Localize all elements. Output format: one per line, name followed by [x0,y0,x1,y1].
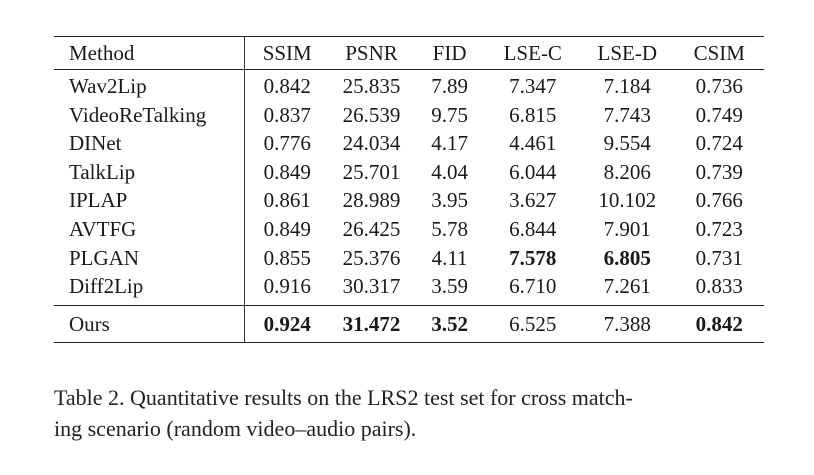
cell-lse-d: 8.206 [603,159,651,184]
cell-ssim: 0.855 [244,243,330,273]
table-row: VideoReTalking 0.837 26.539 9.75 6.815 7… [54,100,764,130]
cell-csim: 0.833 [695,274,743,299]
cell-method: PLGAN [69,245,140,270]
cell-csim: 0.766 [695,188,743,213]
cell-ssim: 0.837 [244,100,330,130]
header-psnr: PSNR [329,36,414,70]
cell-psnr: 25.835 [329,68,414,101]
best-value: 0.924 [263,311,311,336]
cell-psnr: 28.989 [342,188,401,213]
cell-psnr: 30.317 [342,274,401,299]
cell-csim: 0.723 [695,216,743,241]
table-row: Diff2Lip 0.916 30.317 3.59 6.710 7.261 0… [54,272,764,306]
cell-lse-c: 7.347 [485,68,581,101]
cell-lse-c: 6.525 [485,304,581,343]
cell-ssim: 0.776 [244,129,330,158]
caption-line: Table 2. Quantitative results on the LRS… [54,385,633,410]
cell-lse-d: 6.805 [580,244,675,273]
cell-method: VideoReTalking [69,102,207,127]
table-row: AVTFG 0.849 26.425 5.78 6.844 7.901 0.72… [54,214,764,244]
table-body: Wav2Lip 0.842 25.835 7.89 7.347 7.184 0.… [54,68,764,306]
cell-method: DINet [69,131,122,156]
cell-lse-c: 4.461 [509,131,557,156]
cell-lse-c: 6.710 [509,274,557,299]
table-row: IPLAP 0.861 28.989 3.95 3.627 10.102 0.7… [54,186,764,215]
cell-ssim: 0.842 [244,68,330,101]
cell-ssim: 0.861 [244,186,330,215]
cell-fid: 4.11 [431,245,468,270]
header-lse-d: LSE-D [580,36,675,70]
cell-lse-c: 6.815 [509,102,557,127]
cell-lse-c: 7.578 [486,244,581,273]
cell-lse-d: 7.388 [580,304,675,343]
cell-lse-d: 10.102 [598,188,657,213]
cell-lse-d: 7.184 [580,68,675,101]
cell-lse-d: 7.261 [603,274,651,299]
cell-csim: 0.736 [674,68,764,101]
cell-fid: 9.75 [431,102,468,127]
best-value: 31.472 [342,311,401,336]
best-value: 3.52 [431,311,468,336]
header-ssim: SSIM [244,36,330,70]
cell-csim: 0.739 [695,159,743,184]
cell-method: IPLAP [69,188,128,213]
cell-psnr: 31.472 [329,304,414,343]
header-method: Method [54,36,245,70]
cell-lse-d: 7.901 [603,216,651,241]
table-row: DINet 0.776 24.034 4.17 4.461 9.554 0.72… [54,129,764,158]
cell-lse-c: 3.627 [509,188,557,213]
cell-method: Ours [54,304,245,343]
cell-method: Wav2Lip [54,68,245,101]
table-caption: Table 2. Quantitative results on the LRS… [54,382,766,444]
cell-ssim: 0.849 [244,157,330,187]
best-value: 6.805 [603,245,651,270]
best-value: 7.578 [509,245,557,270]
cell-fid: 3.95 [431,188,468,213]
cell-csim: 0.724 [695,131,743,156]
cell-method: Diff2Lip [69,274,144,299]
cell-lse-d: 7.743 [603,102,651,127]
cell-csim: 0.749 [695,102,743,127]
cell-fid: 4.17 [431,131,468,156]
cell-lse-c: 6.844 [509,216,557,241]
cell-fid: 3.59 [431,274,468,299]
cell-psnr: 25.376 [342,245,401,270]
caption-line: ing scenario (random video–audio pairs). [54,416,417,441]
results-table-container: Method SSIM PSNR FID LSE-C LSE-D CSIM Wa… [54,36,764,343]
header-lse-c: LSE-C [485,36,581,70]
table-row: Wav2Lip 0.842 25.835 7.89 7.347 7.184 0.… [54,68,764,101]
cell-psnr: 24.034 [342,131,401,156]
table-row: PLGAN 0.855 25.376 4.11 7.578 6.805 0.73… [54,243,764,273]
cell-ssim: 0.849 [244,214,330,244]
cell-psnr: 26.425 [342,216,401,241]
table-row: TalkLip 0.849 25.701 4.04 6.044 8.206 0.… [54,157,764,187]
cell-method: TalkLip [69,159,136,184]
table-ours-body: Ours 0.924 31.472 3.52 6.525 7.388 0.842 [54,304,764,343]
cell-lse-d: 9.554 [603,131,651,156]
header-fid: FID [413,36,486,70]
cell-psnr: 25.701 [342,159,401,184]
cell-csim: 0.842 [674,304,764,343]
cell-fid: 3.52 [413,304,486,343]
cell-fid: 4.04 [431,159,468,184]
table-row-ours: Ours 0.924 31.472 3.52 6.525 7.388 0.842 [54,304,764,343]
cell-psnr: 26.539 [342,102,401,127]
cell-lse-c: 6.044 [509,159,557,184]
cell-fid: 7.89 [413,68,486,101]
cell-csim: 0.731 [695,245,743,270]
cell-ssim: 0.916 [244,272,330,306]
cell-ssim: 0.924 [244,304,330,343]
cell-method: AVTFG [69,216,137,241]
results-table: Method SSIM PSNR FID LSE-C LSE-D CSIM Wa… [54,36,764,343]
cell-fid: 5.78 [431,216,468,241]
table-header-row: Method SSIM PSNR FID LSE-C LSE-D CSIM [54,36,764,70]
best-value: 0.842 [695,311,743,336]
header-csim: CSIM [674,36,764,70]
